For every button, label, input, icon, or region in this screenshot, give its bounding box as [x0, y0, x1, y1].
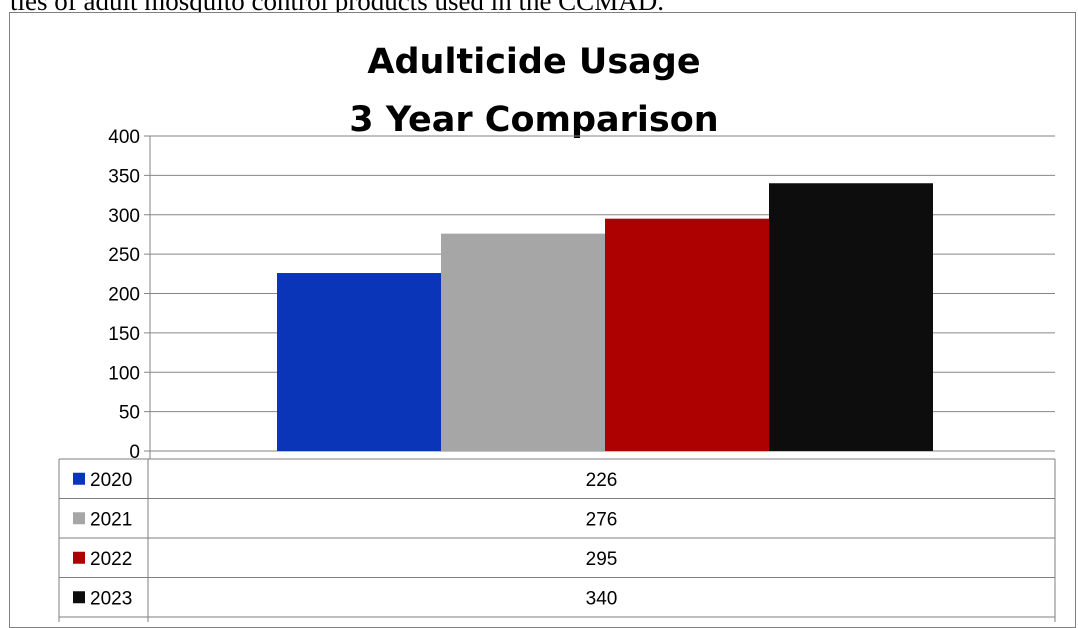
- legend-label-2020: 2020: [90, 470, 132, 491]
- legend-swatch-2021: [73, 512, 85, 525]
- bar-2020: [277, 273, 441, 451]
- y-axis-ticks: 0 50 100 150 200 250 300 350 400: [108, 127, 140, 463]
- legend-swatch-2022: [73, 551, 85, 564]
- bar-2023: [769, 183, 933, 451]
- data-label-2022: 295: [586, 549, 618, 570]
- data-label-2021: 276: [586, 509, 618, 530]
- y-tick-label: 200: [108, 285, 140, 306]
- legend-label-2023: 2023: [90, 588, 132, 609]
- chart-title: Adulticide Usage 3 Year Comparison: [349, 42, 718, 140]
- legend-label-2021: 2021: [90, 509, 132, 530]
- y-tick-label: 250: [108, 245, 140, 266]
- y-tick-label: 0: [129, 442, 140, 463]
- bars: [277, 183, 933, 451]
- chart-title-line-2: 3 Year Comparison: [349, 100, 718, 140]
- bar-2022: [605, 218, 769, 451]
- y-tick-label: 150: [108, 324, 140, 345]
- y-tick-label: 400: [108, 127, 140, 148]
- legend-label-2022: 2022: [90, 549, 132, 570]
- y-tick-label: 300: [108, 206, 140, 227]
- y-tick-label: 50: [119, 403, 140, 424]
- y-tick-label: 100: [108, 363, 140, 384]
- legend-swatch-2020: [73, 472, 85, 485]
- data-table: 2020 226 2021 276 2022 295 2023 340: [58, 451, 1056, 622]
- y-tick-label: 350: [108, 166, 140, 187]
- legend-swatch-2023: [73, 591, 85, 604]
- data-label-2020: 226: [586, 470, 618, 491]
- data-label-2023: 340: [586, 588, 618, 609]
- chart-title-line-1: Adulticide Usage: [367, 42, 700, 82]
- bar-2021: [441, 233, 605, 451]
